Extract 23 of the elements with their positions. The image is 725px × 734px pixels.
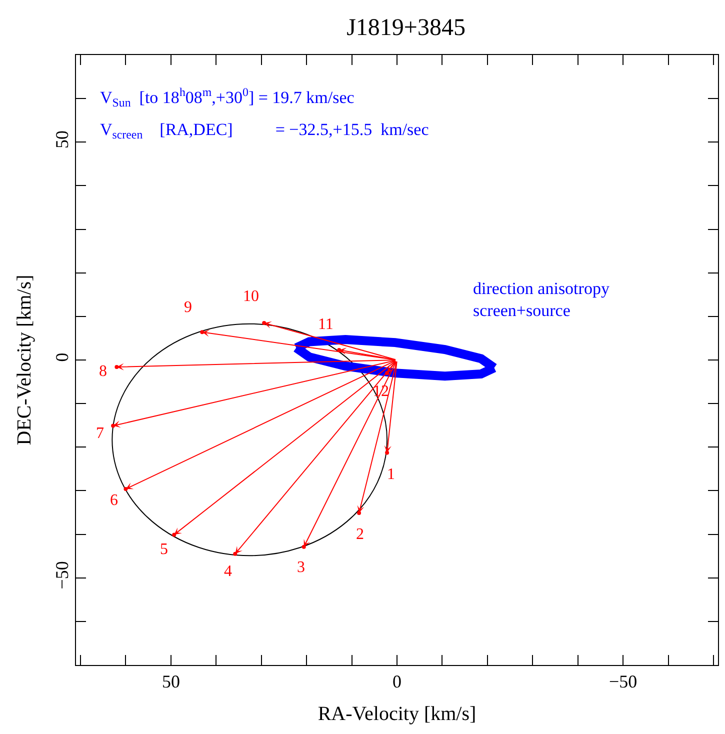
annotation: 6 bbox=[110, 492, 118, 509]
y-tick-label: 0 bbox=[52, 352, 72, 362]
annotation: 10 bbox=[243, 288, 259, 305]
annotation: 3 bbox=[297, 559, 305, 576]
text: V$_{screen}$ [RA,DEC] = −32.5,+15.5 km/sec bbox=[100, 120, 429, 142]
x-axis-title: RA-Velocity [km/s] bbox=[318, 703, 476, 726]
y-axis-title: DEC-Velocity [km/s] bbox=[13, 274, 36, 446]
text: V$_{Sun}$ [to 18$^{h}$08$^{m}$,+30$^{0}$] = 19.7 km/sec bbox=[100, 85, 354, 110]
annotation: direction anisotropy screen+source bbox=[473, 279, 610, 320]
x-tick-label: 0 bbox=[392, 672, 402, 692]
annotation: 9 bbox=[184, 299, 192, 316]
annotation: 1 bbox=[387, 466, 395, 483]
x-tick-label: 50 bbox=[162, 672, 180, 692]
annotation: 5 bbox=[160, 541, 168, 558]
y-tick-label: 50 bbox=[52, 130, 72, 148]
x-tick-label: −50 bbox=[608, 672, 638, 692]
annotation: 11 bbox=[318, 316, 334, 333]
annotation: 2 bbox=[356, 526, 364, 543]
y-tick-label: −50 bbox=[52, 561, 72, 590]
chart-title: J1819+3845 bbox=[346, 15, 466, 42]
annotation: 8 bbox=[99, 363, 107, 380]
annotation: 7 bbox=[96, 425, 104, 442]
annotation: 4 bbox=[224, 563, 232, 580]
